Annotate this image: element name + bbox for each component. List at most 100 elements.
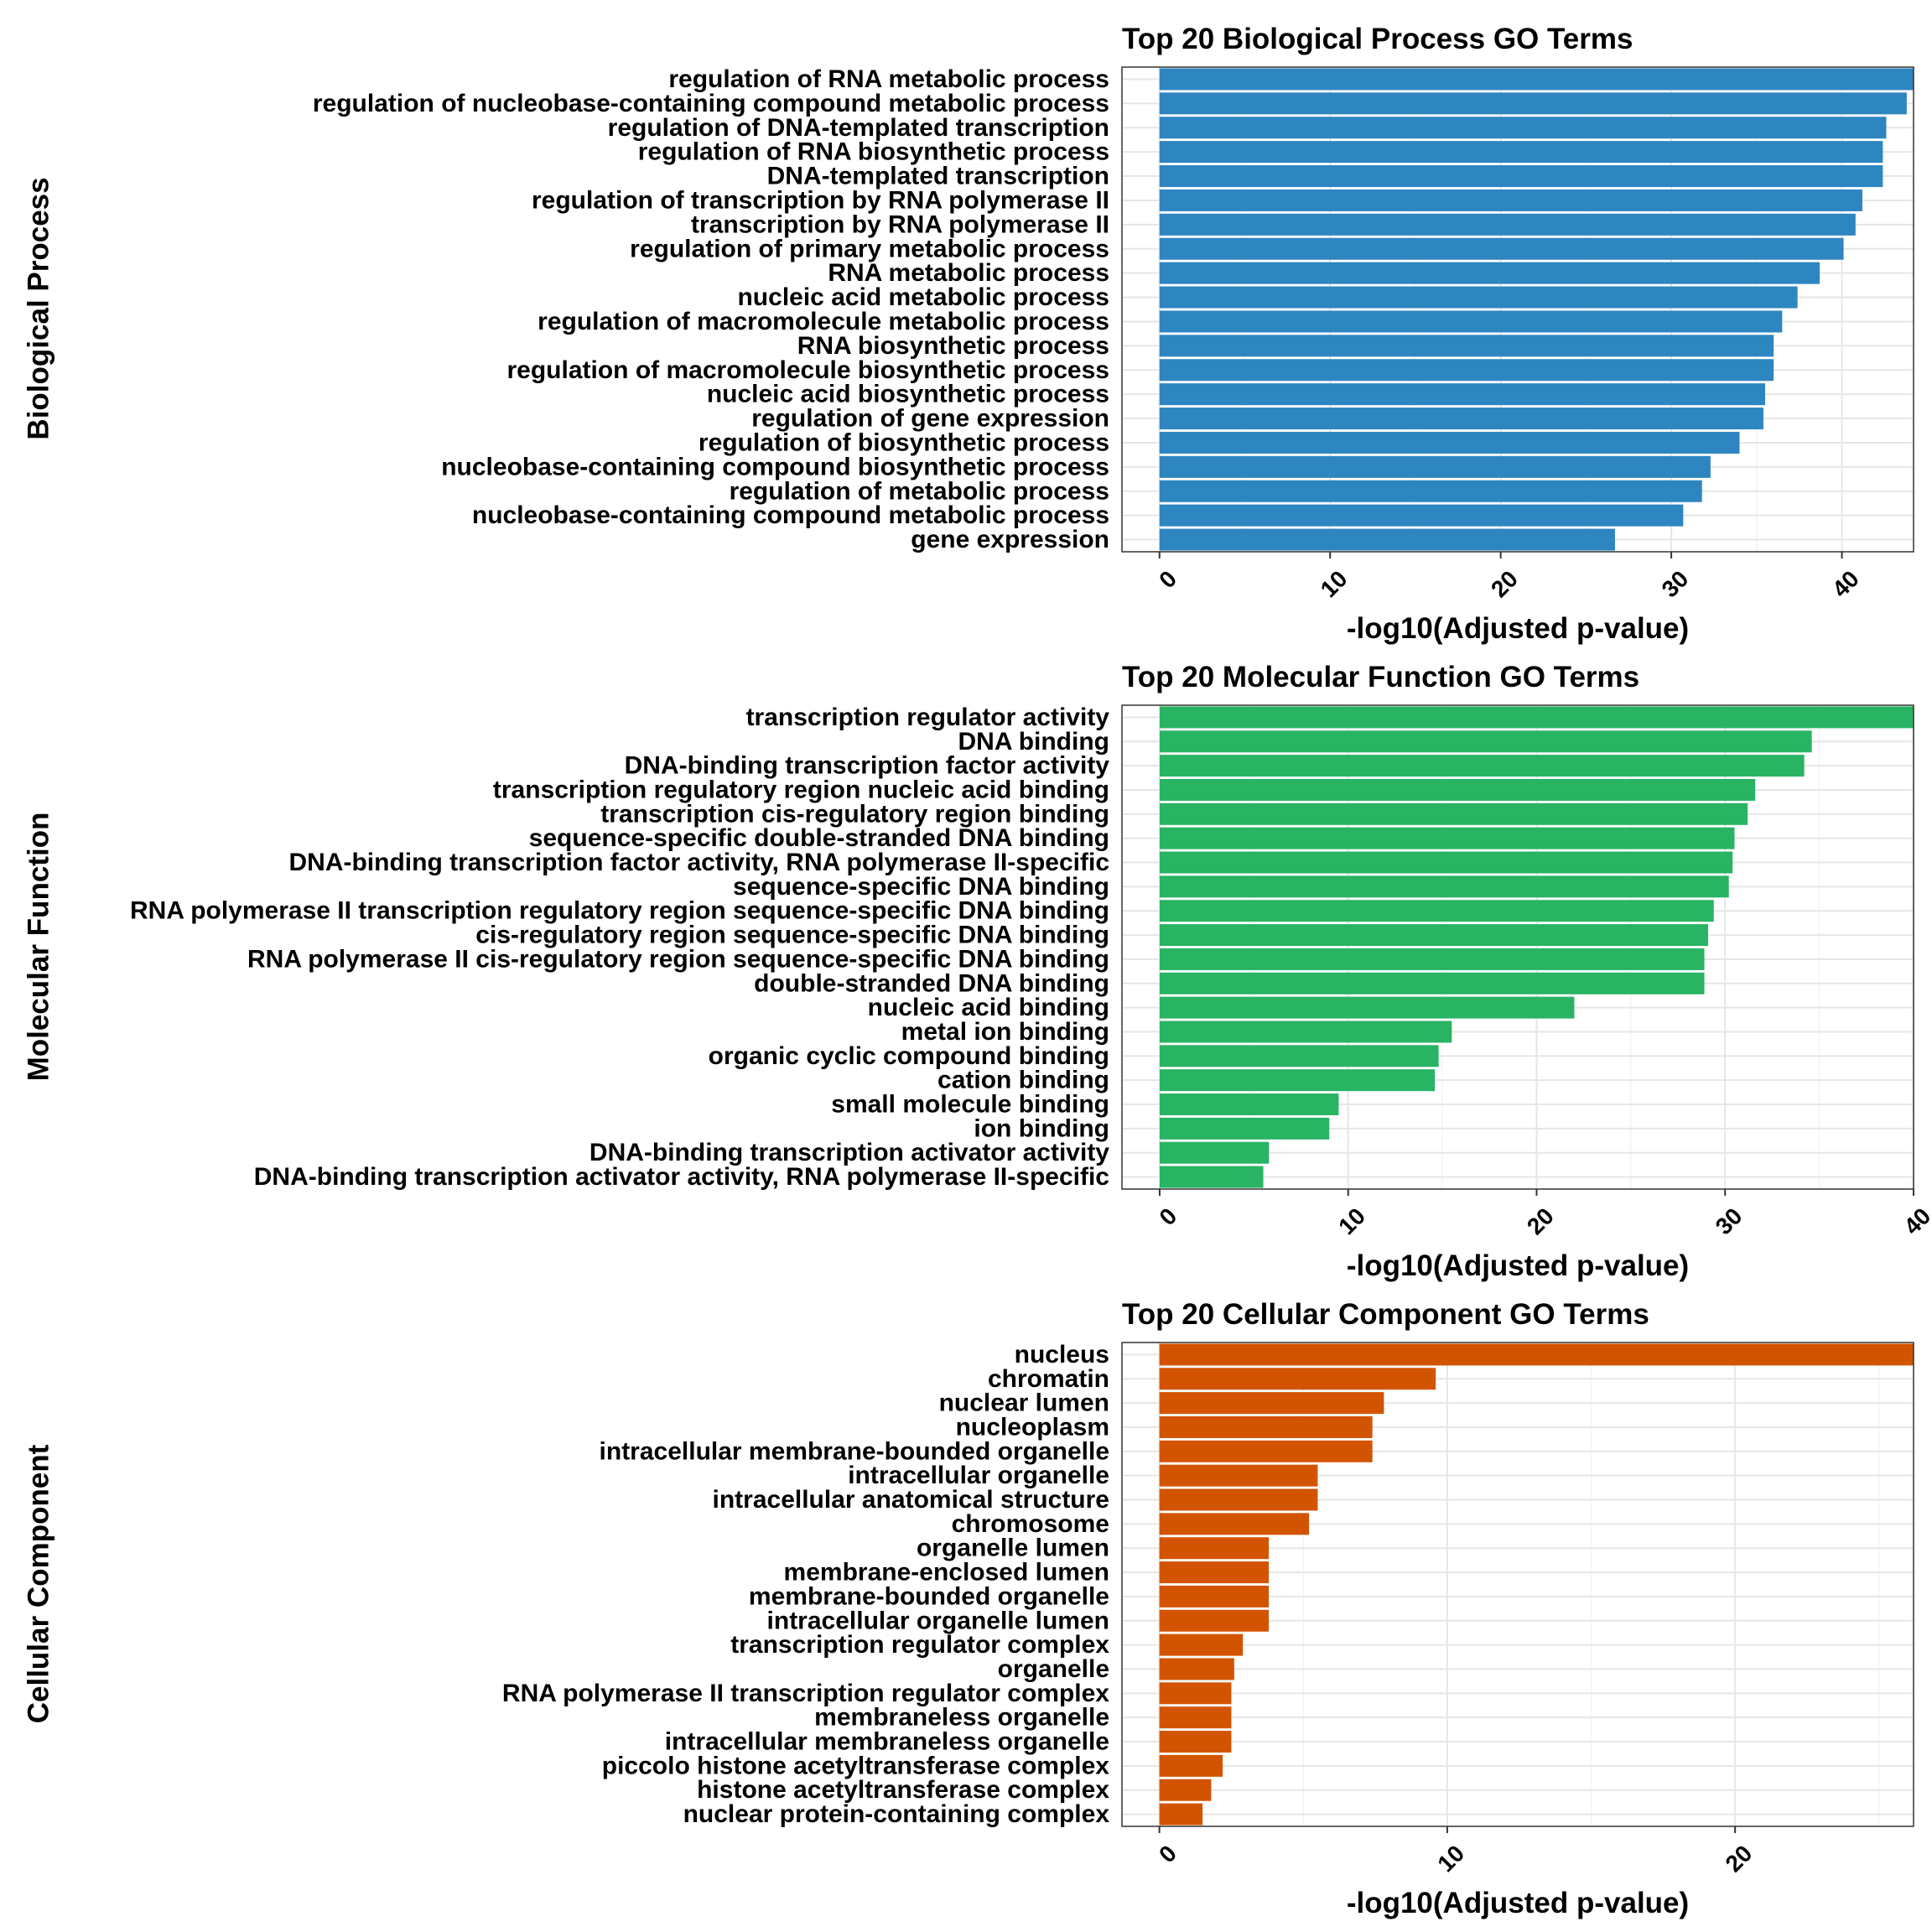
bar-6 bbox=[1159, 827, 1735, 849]
panel-1: regulation of RNA metabolic processregul… bbox=[23, 23, 1914, 645]
category-label: nucleic acid binding bbox=[868, 994, 1109, 1021]
bar-14 bbox=[1159, 1658, 1234, 1680]
x-tick-label: 20 bbox=[1522, 1202, 1559, 1239]
bar-15 bbox=[1159, 1045, 1439, 1067]
bar-6 bbox=[1159, 1464, 1318, 1487]
category-label: RNA biosynthetic process bbox=[797, 332, 1109, 360]
category-label: sequence-specific DNA binding bbox=[733, 873, 1109, 901]
bar-20 bbox=[1159, 1166, 1264, 1188]
bar-3 bbox=[1159, 1392, 1384, 1415]
category-label: RNA polymerase II cis-regulatory region … bbox=[247, 945, 1109, 973]
bar-7 bbox=[1159, 1488, 1318, 1511]
bar-7 bbox=[1159, 213, 1856, 236]
category-label: DNA binding bbox=[958, 728, 1109, 756]
category-label: organelle bbox=[998, 1655, 1109, 1683]
category-label: regulation of macromolecule biosynthetic… bbox=[506, 356, 1109, 384]
x-axis-title: -log10(Adjusted p-value) bbox=[1347, 1887, 1689, 1919]
x-tick-label: 0 bbox=[1154, 1202, 1182, 1230]
bar-19 bbox=[1159, 1779, 1212, 1801]
category-label: DNA-binding transcription activator acti… bbox=[254, 1163, 1109, 1191]
bar-14 bbox=[1159, 1021, 1452, 1043]
bar-18 bbox=[1159, 1117, 1330, 1140]
category-label: double-stranded DNA binding bbox=[754, 969, 1109, 997]
category-label: DNA-binding transcription factor activit… bbox=[288, 849, 1109, 876]
bar-8 bbox=[1159, 237, 1844, 260]
bar-17 bbox=[1159, 455, 1711, 478]
bar-6 bbox=[1159, 189, 1862, 211]
bar-12 bbox=[1159, 1609, 1270, 1632]
bar-16 bbox=[1159, 1069, 1436, 1092]
bar-3 bbox=[1159, 117, 1887, 139]
x-tick-label: 20 bbox=[1721, 1840, 1758, 1877]
category-label: transcription regulator activity bbox=[746, 704, 1110, 731]
bar-2 bbox=[1159, 1368, 1436, 1390]
bar-10 bbox=[1159, 924, 1709, 947]
y-axis-title: Molecular Function bbox=[23, 813, 55, 1082]
bar-3 bbox=[1159, 755, 1805, 777]
x-tick-label: 0 bbox=[1154, 565, 1182, 593]
bar-13 bbox=[1159, 996, 1575, 1019]
category-label: intracellular organelle bbox=[848, 1462, 1109, 1489]
y-axis-title: Biological Process bbox=[23, 177, 55, 439]
panel-border bbox=[1121, 66, 1914, 553]
category-label: nuclear lumen bbox=[939, 1389, 1109, 1417]
panel-border bbox=[1121, 1342, 1914, 1827]
bar-1 bbox=[1159, 706, 1914, 729]
bar-1 bbox=[1159, 68, 1914, 91]
bar-4 bbox=[1159, 141, 1883, 164]
bar-16 bbox=[1159, 431, 1740, 454]
bar-8 bbox=[1159, 1513, 1310, 1535]
category-label: nuclear protein-containing complex bbox=[683, 1800, 1110, 1828]
category-label: organic cyclic compound binding bbox=[709, 1042, 1109, 1070]
category-label: intracellular anatomical structure bbox=[713, 1486, 1110, 1514]
category-label: DNA-binding transcription activator acti… bbox=[589, 1139, 1109, 1166]
category-label: RNA metabolic process bbox=[828, 259, 1109, 287]
bar-17 bbox=[1159, 1093, 1339, 1116]
category-label: regulation of gene expression bbox=[751, 405, 1109, 433]
panel-border bbox=[1121, 704, 1914, 1190]
bar-8 bbox=[1159, 875, 1729, 898]
bar-15 bbox=[1159, 1682, 1232, 1705]
category-label: nucleus bbox=[1015, 1341, 1109, 1368]
category-label: membrane-enclosed lumen bbox=[784, 1559, 1109, 1587]
category-label: small molecule binding bbox=[831, 1091, 1109, 1119]
bar-12 bbox=[1159, 972, 1705, 995]
bar-13 bbox=[1159, 359, 1774, 382]
bar-4 bbox=[1159, 778, 1756, 801]
category-label: RNA polymerase II transcription regulato… bbox=[130, 897, 1109, 925]
category-label: regulation of nucleobase-containing comp… bbox=[313, 90, 1109, 117]
category-label: nucleobase-containing compound metabolic… bbox=[472, 501, 1109, 529]
bar-1 bbox=[1159, 1343, 1914, 1366]
x-tick-label: 40 bbox=[1898, 1202, 1932, 1239]
bar-10 bbox=[1159, 286, 1798, 309]
bar-14 bbox=[1159, 383, 1765, 406]
bar-9 bbox=[1159, 900, 1714, 922]
panel-title: Top 20 Cellular Component GO Terms bbox=[1122, 1298, 1649, 1331]
bar-5 bbox=[1159, 802, 1748, 825]
category-label: cation binding bbox=[937, 1067, 1109, 1094]
x-tick-label: 10 bbox=[1316, 565, 1353, 602]
x-tick-label: 30 bbox=[1711, 1202, 1748, 1239]
category-label: regulation of DNA-templated transcriptio… bbox=[608, 114, 1109, 142]
bar-20 bbox=[1159, 1803, 1203, 1826]
category-label: organelle lumen bbox=[917, 1535, 1109, 1562]
category-label: piccolo histone acetyltransferase comple… bbox=[602, 1752, 1110, 1779]
category-label: regulation of transcription by RNA polym… bbox=[532, 186, 1109, 214]
category-label: intracellular organelle lumen bbox=[767, 1607, 1109, 1634]
category-label: nucleic acid metabolic process bbox=[737, 283, 1109, 311]
category-label: sequence-specific double-stranded DNA bi… bbox=[529, 824, 1109, 852]
category-label: regulation of RNA biosynthetic process bbox=[638, 138, 1109, 166]
bar-13 bbox=[1159, 1633, 1244, 1656]
bar-18 bbox=[1159, 480, 1702, 502]
bar-15 bbox=[1159, 408, 1763, 430]
bar-19 bbox=[1159, 1141, 1270, 1164]
x-tick-label: 20 bbox=[1486, 565, 1523, 602]
bar-19 bbox=[1159, 504, 1684, 527]
category-label: regulation of metabolic process bbox=[730, 477, 1109, 505]
category-label: DNA-templated transcription bbox=[767, 163, 1109, 190]
category-label: chromatin bbox=[988, 1365, 1109, 1393]
x-tick-label: 0 bbox=[1154, 1840, 1182, 1867]
bar-11 bbox=[1159, 1585, 1270, 1607]
